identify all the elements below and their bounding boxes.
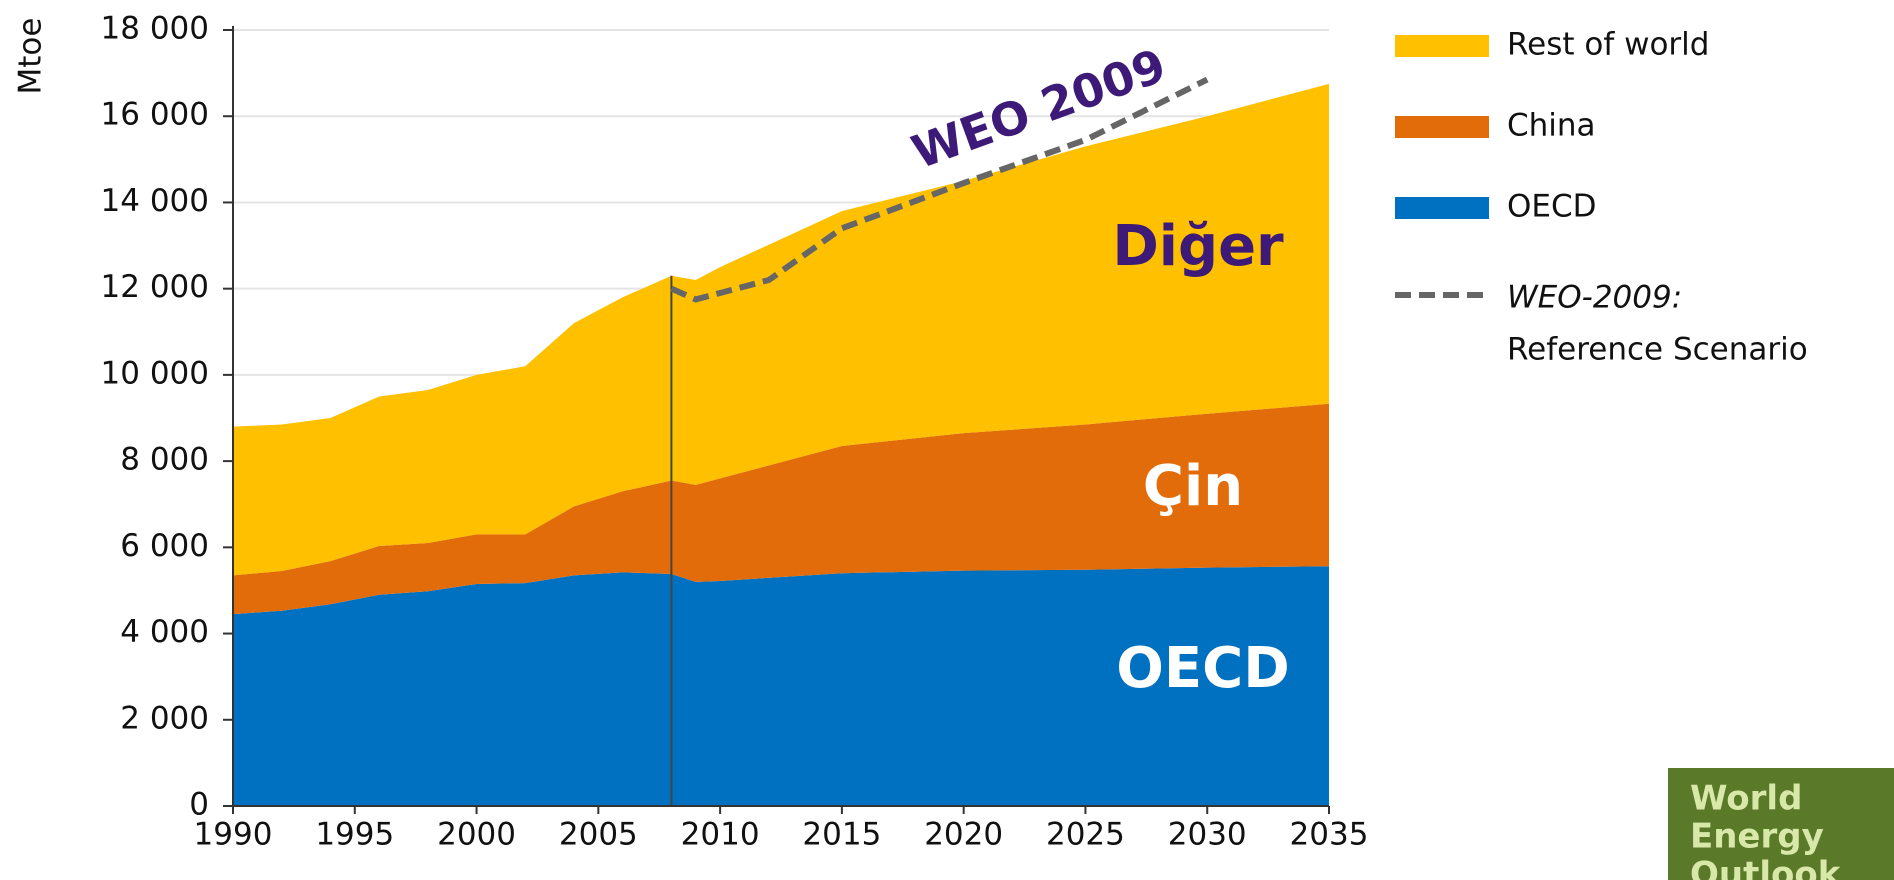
y-tick-label: 18 000 <box>101 11 209 47</box>
logo-text: Outlook <box>1690 855 1842 880</box>
x-tick-label: 2015 <box>802 817 881 853</box>
y-tick-label: 4 000 <box>120 614 209 650</box>
x-tick-label: 2025 <box>1046 817 1125 853</box>
legend-label: OECD <box>1507 189 1597 225</box>
legend-swatch <box>1395 35 1489 57</box>
legend-label: Rest of world <box>1507 27 1709 63</box>
chart: Mtoe 02 0004 0006 0008 00010 00012 00014… <box>0 0 1894 880</box>
y-axis-label: Mtoe <box>13 18 49 95</box>
legend-label: Reference Scenario <box>1507 332 1808 368</box>
x-tick-label: 2005 <box>559 817 638 853</box>
legend-label: China <box>1507 108 1596 144</box>
x-tick-label: 1990 <box>194 817 273 853</box>
x-tick-label: 2000 <box>437 817 516 853</box>
logo: World Energy Outlook <box>1668 768 1894 880</box>
logo-text: World <box>1690 779 1802 819</box>
legend-swatch <box>1395 116 1489 138</box>
y-tick-label: 12 000 <box>101 269 209 305</box>
x-tick-label: 2035 <box>1290 817 1369 853</box>
logo-text: Energy <box>1690 817 1824 857</box>
y-tick-label: 10 000 <box>101 355 209 391</box>
y-tick-label: 16 000 <box>101 97 209 133</box>
x-tick-label: 2020 <box>924 817 1003 853</box>
x-tick-label: 2030 <box>1168 817 1247 853</box>
legend-swatch <box>1395 197 1489 219</box>
y-tick-label: 8 000 <box>120 442 209 478</box>
annotation: Diğer <box>1112 214 1284 279</box>
legend-label: WEO-2009: <box>1507 280 1682 316</box>
x-tick-label: 2010 <box>681 817 760 853</box>
x-tick-label: 1995 <box>315 817 394 853</box>
annotation: OECD <box>1116 636 1289 701</box>
y-tick-label: 14 000 <box>101 183 209 219</box>
y-tick-label: 6 000 <box>120 528 209 564</box>
y-tick-label: 2 000 <box>120 700 209 736</box>
annotation: Çin <box>1143 454 1243 519</box>
